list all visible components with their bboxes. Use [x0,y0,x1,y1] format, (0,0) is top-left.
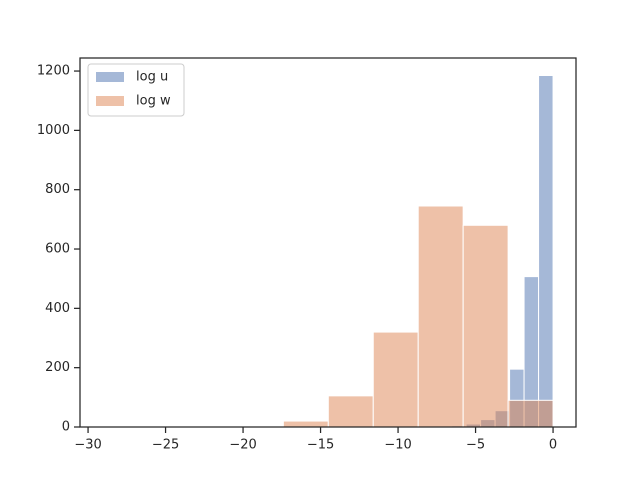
y-tick-label: 1000 [37,123,70,138]
bar [327,395,374,428]
x-tick-label: −5 [466,438,485,453]
legend-label: log u [136,70,168,85]
legend-swatch [96,96,124,106]
x-tick-label: −15 [307,438,334,453]
y-tick-label: 0 [62,420,70,435]
legend-swatch [96,72,124,82]
x-tick-label: 0 [549,438,557,453]
x-tick-label: −25 [152,438,179,453]
plot-frame [79,57,577,428]
bar [417,205,464,428]
bar [538,75,554,428]
x-tick-label: −20 [229,438,256,453]
bar [372,331,419,428]
bar [462,224,509,428]
x-tick-label: −30 [74,438,101,453]
bar [507,399,554,428]
y-tick-label: 400 [45,301,70,316]
y-tick-label: 1200 [37,64,70,79]
y-tick-label: 600 [45,242,70,257]
y-tick-label: 200 [45,360,70,375]
x-tick-label: −10 [384,438,411,453]
bar [282,420,329,428]
y-tick-label: 800 [45,182,70,197]
legend-label: log w [136,94,171,109]
